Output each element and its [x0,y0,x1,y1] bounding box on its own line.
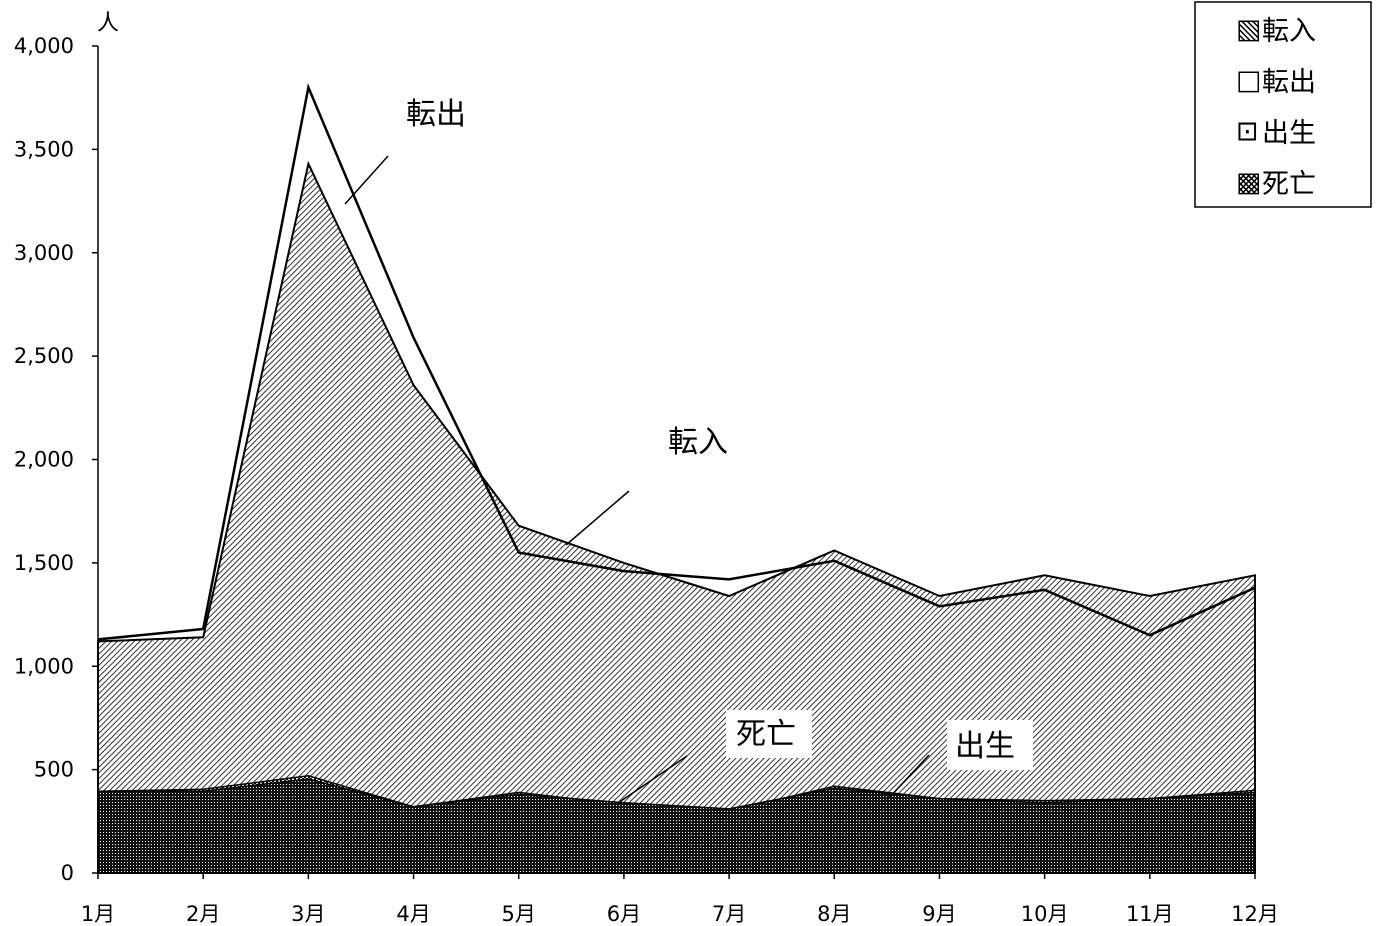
annotation-leader-転出 [344,155,389,205]
x-tick-label: 7月 [712,902,746,926]
x-tick-label: 4月 [396,902,430,926]
legend-item-転入: 転入 [1262,16,1316,47]
annotation-bg-出生 [947,720,1033,770]
legend-item-死亡: 死亡 [1262,169,1316,200]
legend-marker-転出: □ [1236,65,1262,96]
annotations: 転出 転入 死亡 出生 [344,97,1033,804]
y-tick-label: 3,500 [14,137,74,161]
x-tick-label: 2月 [186,902,220,926]
annotation-leader-転入 [565,490,630,546]
y-tick-label: 1,500 [14,551,74,575]
y-tick-label: 2,500 [14,344,74,368]
x-tick-label: 1月 [81,902,115,926]
x-tick-label: 6月 [607,902,641,926]
y-tick-label: 4,000 [14,34,74,58]
x-tick-label: 9月 [922,902,956,926]
y-unit-label: 人 [97,11,119,36]
annotation-leader-出生 [886,754,930,801]
annotation-bg-死亡 [726,710,812,758]
annotation-転入: 転入 [668,425,728,460]
y-tick-label: 2,000 [14,448,74,472]
y-tick-label: 1,000 [14,654,74,678]
x-tick-label: 10月 [1021,902,1069,926]
area-死亡 [97,778,1256,874]
axes: 0 500 1,000 1,500 2,000 2,500 3,000 3,500 4,000 1… [14,34,1279,926]
legend-marker-死亡: ▩ [1236,167,1262,198]
legend: ▧ 転入 □ 転出 ⊡ 出生 ▩ 死亡 [1194,1,1372,208]
annotation-leader-死亡 [617,755,688,804]
y-tick-label: 0 [61,861,74,885]
x-tick-label: 8月 [817,902,851,926]
legend-box [1194,1,1372,208]
annotation-死亡: 死亡 [736,717,796,752]
x-tick-label: 5月 [502,902,536,926]
area-転入 [97,160,1256,874]
line-転出 [97,83,1256,641]
x-tick-label: 3月 [291,902,325,926]
annotation-転出: 転出 [406,97,466,132]
legend-item-出生: 出生 [1262,118,1316,149]
y-tick-label: 3,000 [14,241,74,265]
legend-item-転出: 転出 [1262,67,1316,98]
y-tick-label: 500 [34,758,74,782]
annotation-出生: 出生 [955,729,1015,764]
legend-marker-出生: ⊡ [1236,116,1259,147]
plot-area [97,83,1256,874]
legend-marker-転入: ▧ [1236,14,1262,45]
x-tick-label: 12月 [1231,902,1279,926]
x-tick-label: 11月 [1126,902,1174,926]
